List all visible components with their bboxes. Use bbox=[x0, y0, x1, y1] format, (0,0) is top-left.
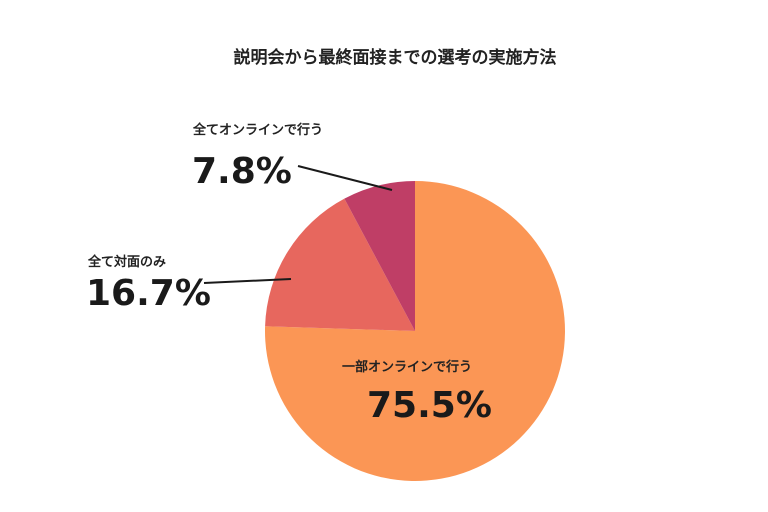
pie-slices bbox=[264, 181, 565, 481]
slice-all-in-person bbox=[265, 198, 415, 331]
slice-label-all-in-person: 全て対面のみ bbox=[87, 254, 166, 270]
slice-value-all-online: 7.8% bbox=[192, 151, 292, 192]
slice-label-all-online: 全てオンラインで行う bbox=[192, 122, 323, 138]
leader-line-all-in-person bbox=[203, 278, 292, 284]
chart-title: 説明会から最終面接までの選考の実施方法 bbox=[234, 47, 557, 68]
slice-label-partly-online: 一部オンラインで行う bbox=[342, 359, 472, 375]
slice-value-all-in-person: 16.7% bbox=[86, 273, 211, 314]
leader-line-all-online bbox=[297, 165, 393, 191]
slice-partly-online bbox=[264, 181, 565, 481]
slice-value-partly-online: 75.5% bbox=[367, 385, 492, 426]
slice-all-online bbox=[344, 181, 415, 331]
